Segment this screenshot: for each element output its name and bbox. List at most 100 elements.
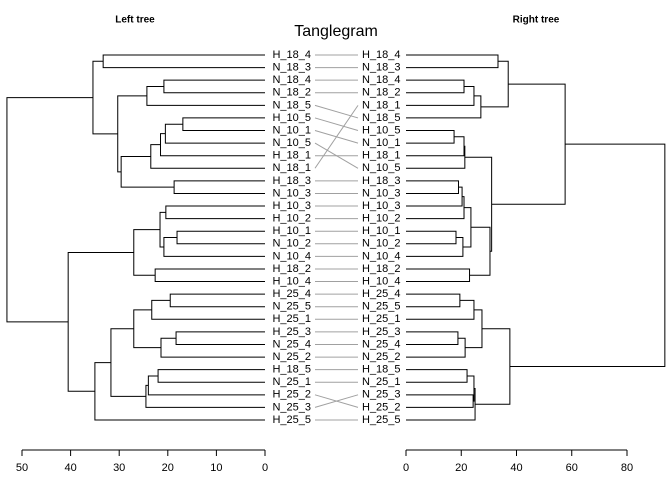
left-title: Left tree	[115, 15, 155, 26]
merge	[145, 384, 265, 408]
leaf-label: H_10_5	[362, 124, 401, 136]
merge	[406, 293, 461, 308]
x-tick-label: 50	[16, 462, 28, 474]
connector	[314, 117, 359, 131]
leaf-label: N_25_2	[362, 351, 401, 363]
leaf-label: N_10_2	[272, 238, 311, 250]
merge	[117, 95, 147, 173]
leaf-label: H_25_5	[272, 414, 311, 426]
merge	[406, 230, 457, 245]
right-title: Right tree	[513, 15, 560, 26]
leaf-label: N_10_3	[272, 187, 311, 199]
merge	[176, 230, 265, 245]
merge	[475, 328, 511, 405]
leaf-label: N_18_1	[362, 99, 401, 111]
leaf-label: N_18_4	[272, 74, 311, 86]
merge	[157, 369, 265, 383]
leaf-label: H_18_4	[272, 49, 311, 61]
leaf-label: H_25_2	[362, 401, 401, 413]
leaf-label: H_18_4	[362, 49, 401, 61]
leaf-label: H_10_1	[362, 225, 401, 237]
merge	[160, 133, 265, 157]
merge	[169, 293, 265, 308]
x-tick-label: 10	[210, 462, 222, 474]
merge	[164, 123, 265, 144]
leaf-label: N_18_4	[362, 74, 401, 86]
leaf-label: H_10_4	[362, 275, 401, 287]
x-tick-label: 40	[64, 462, 76, 474]
x-tick-label: 20	[162, 462, 174, 474]
merge	[491, 83, 566, 205]
merge	[92, 60, 118, 135]
merge	[406, 180, 459, 194]
x-tick-label: 80	[621, 462, 633, 474]
merge	[147, 375, 265, 396]
merge	[163, 79, 265, 94]
connector	[314, 104, 359, 119]
leaf-label: H_25_2	[272, 389, 311, 401]
merge	[406, 95, 482, 119]
merge	[467, 375, 475, 402]
leaf-label: N_18_3	[272, 61, 311, 73]
x-tick-label: 0	[403, 462, 409, 474]
merge	[175, 331, 265, 345]
merge	[146, 85, 265, 106]
merge	[406, 79, 465, 94]
leaf-label: N_10_1	[362, 137, 401, 149]
leaf-label: H_18_1	[362, 150, 401, 162]
leaf-label: H_25_1	[362, 313, 401, 325]
leaf-label: H_18_5	[362, 364, 401, 376]
merge	[509, 143, 666, 368]
leaf-label: N_25_5	[272, 301, 311, 313]
merge	[406, 394, 474, 408]
leaf-label: N_18_5	[272, 99, 311, 111]
leaf-label: H_10_5	[272, 112, 311, 124]
leaf-label: H_25_3	[362, 326, 401, 338]
merge	[120, 155, 175, 188]
leaf-label: N_10_2	[362, 238, 401, 250]
leaf-label: N_18_1	[272, 162, 311, 174]
leaf-label: N_10_5	[362, 162, 401, 174]
leaf-label: H_25_4	[362, 288, 401, 300]
leaf-label: H_10_3	[272, 200, 311, 212]
leaf-label: N_25_4	[362, 338, 401, 350]
leaf-label: H_25_5	[362, 414, 401, 426]
leaf-label: H_18_5	[272, 364, 311, 376]
leaf-label: N_18_2	[362, 87, 401, 99]
merge	[480, 60, 509, 108]
merge	[406, 145, 466, 169]
merge	[406, 186, 463, 207]
leaf-label: N_25_3	[362, 389, 401, 401]
leaf-label: H_10_2	[272, 213, 311, 225]
merge	[173, 180, 265, 194]
leaf-label: H_18_3	[272, 175, 311, 187]
merge	[406, 388, 476, 421]
leaf-label: N_10_3	[362, 187, 401, 199]
merge	[406, 136, 465, 157]
leaf-label: N_10_4	[362, 250, 401, 262]
leaf-label: H_10_1	[272, 225, 311, 237]
leaf-label: N_18_5	[362, 112, 401, 124]
leaf-label: H_18_2	[272, 263, 311, 275]
connector	[314, 394, 359, 408]
merge	[94, 362, 265, 421]
merge	[150, 144, 265, 169]
x-tick-label: 20	[455, 462, 467, 474]
merge	[406, 299, 475, 320]
leaf-label: H_18_1	[272, 150, 311, 162]
merge	[464, 156, 493, 252]
merge	[160, 337, 265, 358]
merge	[163, 237, 265, 257]
leaf-label: N_10_4	[272, 250, 311, 262]
merge	[151, 299, 265, 320]
x-tick-label: 60	[566, 462, 578, 474]
merge	[406, 369, 468, 383]
merge	[406, 130, 455, 144]
leaf-label: N_25_1	[272, 376, 311, 388]
leaf-label: N_25_5	[362, 301, 401, 313]
merge	[406, 54, 499, 69]
leaf-label: N_25_2	[272, 351, 311, 363]
merge	[110, 328, 146, 397]
merge	[6, 97, 93, 323]
merge	[102, 54, 265, 69]
